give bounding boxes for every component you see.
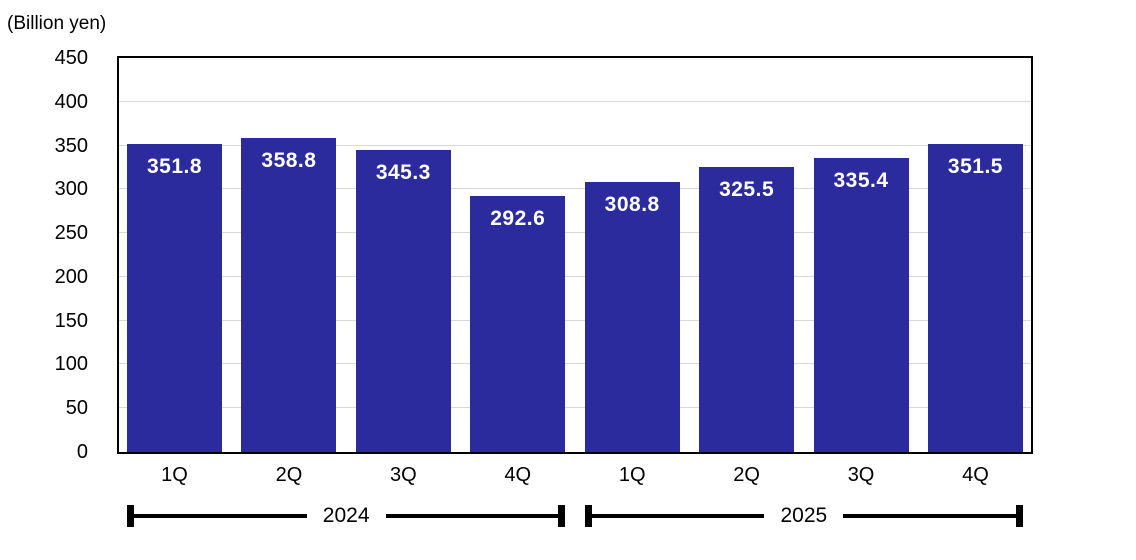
gridline-50 [119,407,1031,409]
bracket-line [134,514,307,518]
bar-value-label: 345.3 [375,161,431,184]
y-tick-label-50: 50 [65,397,88,420]
gridlines-layer [119,58,1031,452]
gridline-250 [119,232,1031,234]
gridline-400 [119,100,1031,102]
y-tick-label-350: 350 [54,134,88,157]
bracket-line [385,514,559,518]
bar-2Q-2025: 325.5 [699,167,795,452]
x-tick-label-4Q-2024: 4Q [504,464,532,486]
bar-value-label: 292.6 [490,207,546,230]
x-tick-label-4Q-2025: 4Q [962,464,989,486]
bars-container: 351.8 358.8 345.3 292.6 308.8 325.5 335.4 351.5 [119,58,1031,452]
bar-1Q-2024: 351.8 [127,144,222,452]
bracket-line [591,514,765,518]
bar-value-label: 335.4 [833,169,889,192]
plot-area: 351.8 358.8 345.3 292.6 308.8 325.5 335.4 351.5 [117,56,1033,454]
gridline-150 [119,319,1031,321]
y-tick-label-300: 300 [54,178,88,201]
year-bracket-2025: 2025 [584,504,1023,527]
gridline-100 [119,363,1031,365]
y-axis-unit-label: (Billion yen) [7,13,107,34]
y-tick-label-0: 0 [76,441,88,463]
bar-3Q-2025: 335.4 [813,158,909,452]
x-tick-label-2Q-2025: 2Q [733,464,760,486]
y-tick-label-400: 400 [54,90,88,113]
bar-value-label: 351.5 [947,155,1003,178]
bar-3Q-2024: 345.3 [355,150,451,452]
year-label-2024: 2024 [322,504,370,527]
bracket-left-cap [584,505,592,527]
bar-2Q-2024: 358.8 [241,138,337,452]
y-tick-label-250: 250 [54,222,88,245]
y-tick-label-150: 150 [54,309,88,332]
x-tick-label-3Q-2025: 3Q [847,464,875,486]
bar-4Q-2024: 292.6 [470,196,566,452]
bracket-line [843,514,1016,518]
x-tick-label-1Q-2024: 1Q [161,464,188,486]
year-bracket-2024: 2024 [127,504,566,527]
x-tick-label-2Q-2024: 2Q [275,464,303,486]
gridline-350 [119,144,1031,146]
year-label-2025: 2025 [780,504,828,527]
gridline-200 [119,275,1031,277]
gridline-300 [119,188,1031,190]
bar-value-label: 325.5 [719,178,775,201]
x-tick-label-1Q-2025: 1Q [618,464,646,486]
bar-1Q-2025: 308.8 [584,182,680,452]
bracket-right-cap [558,505,566,527]
y-tick-label-200: 200 [54,265,88,288]
y-tick-label-450: 450 [54,47,88,69]
bar-value-label: 308.8 [604,193,660,216]
bracket-right-cap [1015,505,1023,527]
bar-value-label: 358.8 [261,149,317,172]
x-axis-category-labels: 1Q 2Q 3Q 4Q 1Q 2Q 3Q 4Q [119,464,1031,487]
bar-value-label: 351.8 [146,155,203,178]
x-tick-label-3Q-2024: 3Q [390,464,417,486]
bar-4Q-2025: 351.5 [927,144,1023,452]
bracket-left-cap [127,505,134,527]
y-tick-label-100: 100 [54,353,88,376]
